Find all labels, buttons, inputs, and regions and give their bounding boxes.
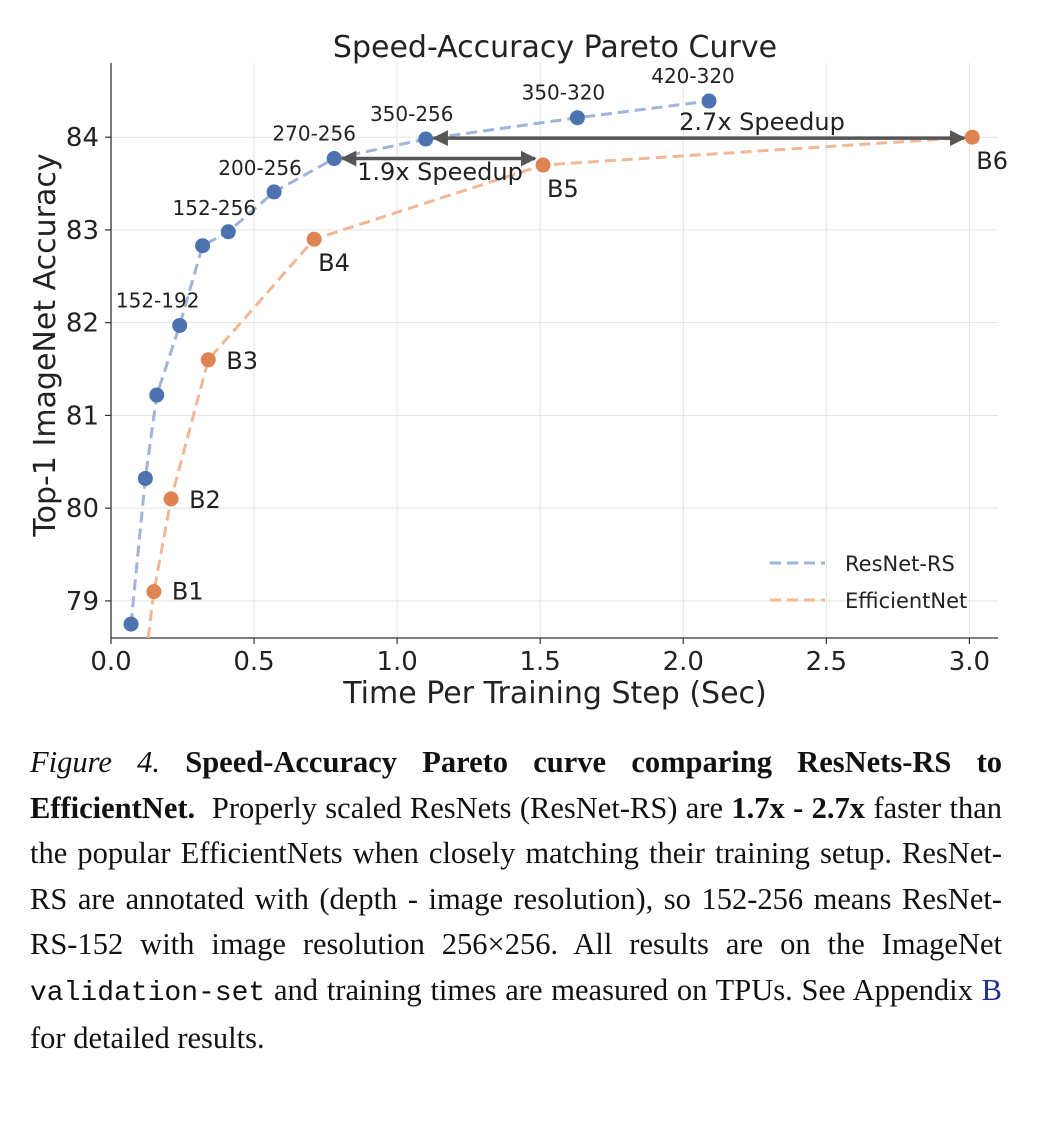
caption-figure-label: Figure 4. [30, 745, 160, 779]
data-point [172, 317, 188, 333]
legend: ResNet-RS EfficientNet [770, 552, 967, 613]
data-point [137, 470, 153, 486]
data-point [266, 184, 282, 200]
axes: 0.0 0.5 1.0 1.5 2.0 2.5 3.0 79 80 81 82 83 84 [66, 63, 998, 677]
data-point [220, 224, 236, 240]
x-tick-label: 3.0 [949, 647, 990, 677]
x-tick-label: 1.0 [376, 647, 417, 677]
data-point [569, 110, 585, 126]
point-label: B5 [547, 175, 579, 203]
speedup-label: 1.9x Speedup [357, 158, 523, 186]
annotation-layer: 1.9x Speedup 2.7x Speedup [340, 108, 966, 186]
caption-bold-title: Speed-Accuracy Pareto curve comparing Re… [30, 745, 1002, 825]
point-label: 200-256 [218, 156, 302, 180]
y-tick-label: 79 [66, 587, 99, 617]
caption-text-4: for detailed results. [30, 1021, 265, 1055]
point-label: 420-320 [651, 64, 735, 88]
chart-title: Speed-Accuracy Pareto Curve [333, 30, 777, 65]
y-tick-label: 80 [66, 494, 99, 524]
point-label: B1 [172, 578, 204, 606]
speed-accuracy-chart: 0.0 0.5 1.0 1.5 2.0 2.5 3.0 79 80 81 82 83 84 152-19… [28, 30, 1008, 711]
point-label: 350-320 [522, 81, 606, 105]
figure-caption: Figure 4. Speed-Accuracy Pareto curve co… [30, 740, 1002, 1062]
legend-entry: EfficientNet [845, 589, 967, 613]
data-point [701, 93, 717, 109]
caption-text-2: faster than the popular EfficientNets wh… [30, 790, 1003, 962]
appendix-link[interactable]: B [981, 972, 1003, 1007]
y-tick-label: 84 [66, 123, 99, 153]
y-tick-label: 81 [66, 401, 99, 431]
legend-entry: ResNet-RS [845, 552, 955, 576]
data-point [326, 151, 342, 167]
x-axis-label: Time Per Training Step (Sec) [342, 676, 766, 711]
caption-text-3: and training times are measured on TPUs.… [274, 972, 973, 1007]
x-tick-label: 1.5 [520, 647, 561, 677]
data-point [200, 352, 216, 368]
series-layer: 152-192 152-256 200-256 270-256 350-256 350-3… [116, 64, 1008, 638]
x-tick-label: 0.5 [233, 647, 274, 677]
data-point [418, 131, 434, 147]
point-label: B3 [226, 347, 258, 375]
x-tick-label: 2.0 [663, 647, 704, 677]
data-point [123, 616, 139, 632]
data-point [149, 387, 165, 403]
caption-bold-speed: 1.7x - 2.7x [731, 790, 866, 825]
data-point [535, 157, 551, 173]
point-label: 152-256 [173, 196, 257, 220]
data-point [163, 491, 179, 507]
data-point [306, 231, 322, 247]
point-label: B2 [189, 486, 221, 514]
y-tick-label: 82 [66, 309, 99, 339]
data-point [964, 129, 980, 145]
point-label: B6 [976, 147, 1008, 175]
caption-text-1: Properly scaled ResNets (ResNet-RS) are [211, 790, 724, 825]
point-label: 152-192 [116, 288, 200, 312]
caption-mono-text: validation-set [30, 977, 266, 1009]
point-label: 270-256 [272, 122, 356, 146]
point-label: B4 [318, 249, 350, 277]
y-axis-label: Top-1 ImageNet Accuracy [28, 153, 63, 537]
point-label: 350-256 [370, 102, 454, 126]
x-tick-label: 2.5 [806, 647, 847, 677]
y-tick-label: 83 [66, 216, 99, 246]
speedup-label: 2.7x Speedup [679, 108, 845, 136]
data-point [195, 238, 211, 254]
data-point [146, 584, 162, 600]
x-tick-label: 0.0 [90, 647, 131, 677]
